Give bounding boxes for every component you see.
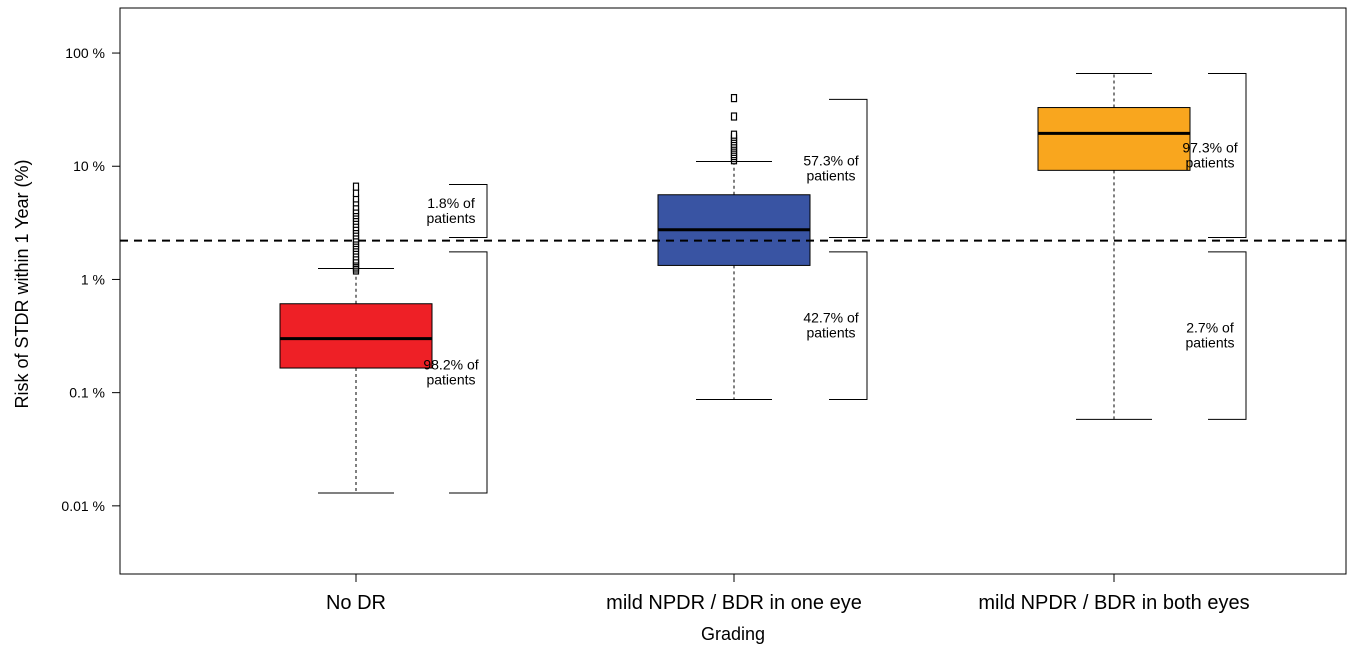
outlier-point <box>730 130 738 139</box>
outlier-point <box>730 93 738 103</box>
boxplot-group <box>1037 72 1191 420</box>
annotation-text: 57.3% of <box>803 152 858 168</box>
bracket-line <box>829 98 868 238</box>
x-tick-label: mild NPDR / BDR in one eye <box>606 592 862 614</box>
annotation-text: patients <box>1185 154 1234 170</box>
y-axis-title: Risk of STDR within 1 Year (%) <box>12 159 32 408</box>
bracket-line <box>449 251 488 494</box>
x-tick-label: No DR <box>326 592 386 614</box>
y-tick-label: 10 % <box>73 158 105 174</box>
x-axis-title: Grading <box>701 624 765 644</box>
annotation-text: 97.3% of <box>1182 139 1237 155</box>
annotation-text: patients <box>806 167 855 183</box>
x-axis: No DR mild NPDR / BDR in one eye mild NPDR… <box>326 574 1250 614</box>
annotation-text: 42.7% of <box>803 310 858 326</box>
bracket-line <box>829 251 868 400</box>
box <box>279 303 433 369</box>
bracket-line <box>1208 251 1247 420</box>
annotation-text: patients <box>426 371 475 387</box>
boxplot-group <box>279 182 433 494</box>
y-tick-label: 100 % <box>65 45 105 61</box>
boxplot-group <box>657 93 811 400</box>
bracket-line <box>1208 72 1247 238</box>
box <box>1037 107 1191 171</box>
outlier-point <box>730 112 738 121</box>
annotation-text: patients <box>806 325 855 341</box>
annotation-text: 1.8% of <box>427 195 475 211</box>
bracket-line <box>449 183 488 238</box>
plot-frame <box>119 7 1347 575</box>
x-tick-label: mild NPDR / BDR in both eyes <box>978 592 1249 614</box>
y-tick-label: 0.01 % <box>61 498 105 514</box>
boxplots <box>279 72 1191 494</box>
y-tick-label: 1 % <box>81 271 105 287</box>
y-axis: 100 % 10 % 1 % 0.1 % 0.01 % <box>61 8 121 574</box>
annotation-text: 2.7% of <box>1186 320 1234 336</box>
annotation-text: 98.2% of <box>423 356 478 372</box>
annotation-text: patients <box>1185 335 1234 351</box>
annotation-text: patients <box>426 210 475 226</box>
y-tick-label: 0.1 % <box>69 385 105 401</box>
outlier-point <box>352 182 360 191</box>
